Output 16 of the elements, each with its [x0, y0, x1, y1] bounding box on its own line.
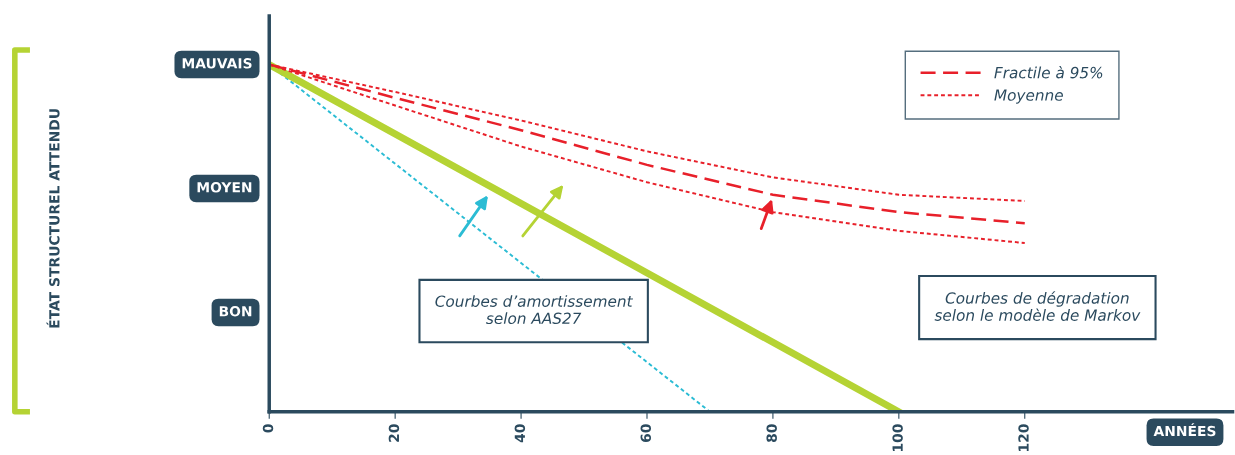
x-tick-label: 80 [766, 424, 777, 443]
x-tick-label: 100 [892, 424, 903, 451]
x-tick-label: 60 [640, 424, 652, 443]
text: BON [219, 305, 252, 317]
legend-label: Moyenne [994, 89, 1063, 104]
x-tick-label: 40 [514, 424, 526, 443]
x-axis-title: ANNÉES [1153, 423, 1216, 437]
annotation: Courbes d’amortissement selon AAS27 [435, 295, 634, 325]
x-tick-label: 120 [1018, 424, 1029, 451]
text: MAUVAIS [182, 58, 252, 69]
text: MOYEN [197, 182, 252, 193]
text: ÉTAT STRUCTUREL ATTENDU [46, 109, 60, 328]
x-tick-label: 0 [262, 424, 274, 433]
annotation: Courbes de dégradation selon le modèle de Markov [934, 291, 1141, 321]
x-tick-label: 20 [388, 424, 400, 442]
legend-label: Fractile à 95% [994, 65, 1103, 79]
